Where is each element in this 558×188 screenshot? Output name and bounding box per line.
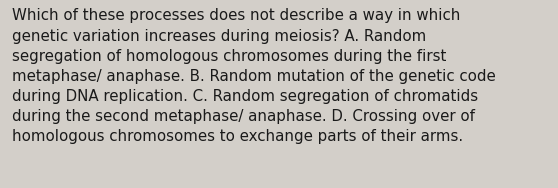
Text: Which of these processes does not describe a way in which
genetic variation incr: Which of these processes does not descri… bbox=[12, 8, 496, 144]
